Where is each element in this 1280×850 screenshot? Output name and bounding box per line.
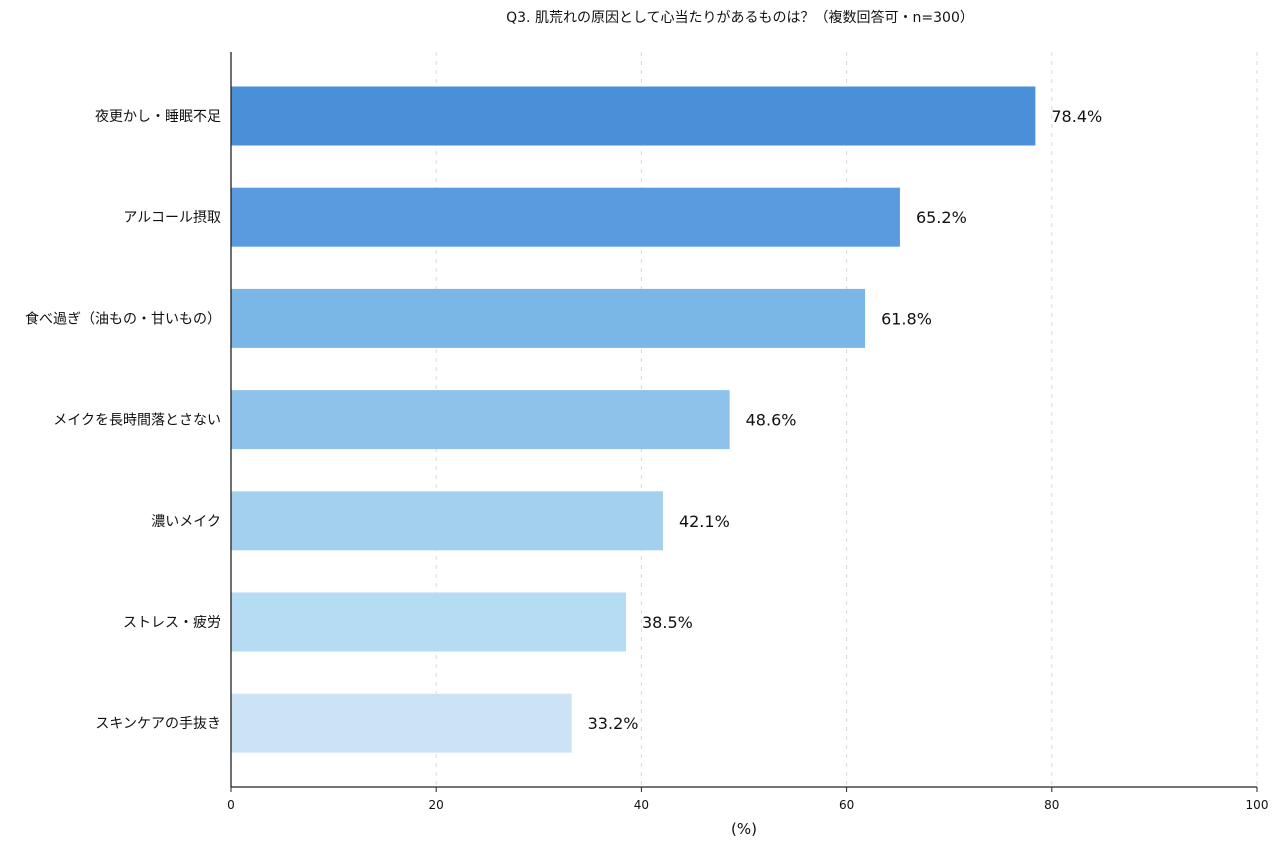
bar xyxy=(231,693,572,753)
category-label: ストレス・疲労 xyxy=(123,614,221,631)
x-tick-label: 20 xyxy=(429,798,444,812)
bar xyxy=(231,491,663,551)
x-tick-labels: 0 20 40 60 80 100 xyxy=(227,787,1268,812)
category-label: 濃いメイク xyxy=(151,514,221,530)
data-label: 38.5% xyxy=(642,613,693,632)
x-tick-label: 40 xyxy=(634,798,649,812)
data-labels: 78.4% 65.2% 61.8% 48.6% 42.1% 38.5% 33.2% xyxy=(588,107,1103,733)
x-tick-label: 100 xyxy=(1246,798,1269,812)
x-tick-label: 80 xyxy=(1044,798,1059,812)
bar xyxy=(231,86,1036,146)
category-label: スキンケアの手抜き xyxy=(95,716,221,732)
bar xyxy=(231,187,900,247)
category-label: アルコール摂取 xyxy=(123,210,221,226)
data-label: 42.1% xyxy=(679,512,730,531)
x-tick-label: 0 xyxy=(227,798,235,812)
data-label: 61.8% xyxy=(881,309,932,328)
bars xyxy=(231,86,1036,753)
data-label: 78.4% xyxy=(1051,107,1102,126)
data-label: 33.2% xyxy=(588,714,639,733)
category-label: 夜更かし・睡眠不足 xyxy=(95,109,221,125)
data-label: 48.6% xyxy=(746,411,797,430)
x-axis-label: (%) xyxy=(731,820,757,838)
category-label: メイクを長時間落とさない xyxy=(53,413,221,429)
x-tick-label: 60 xyxy=(839,798,854,812)
grid-lines xyxy=(435,52,1258,787)
bar xyxy=(231,390,730,450)
category-label: 食べ過ぎ（油もの・甘いもの） xyxy=(25,310,221,327)
chart-title: Q3. 肌荒れの原因として心当たりがあるものは？（複数回答可・n=300） xyxy=(506,9,974,26)
bar xyxy=(231,592,627,652)
data-label: 65.2% xyxy=(916,208,967,227)
bar xyxy=(231,288,866,348)
